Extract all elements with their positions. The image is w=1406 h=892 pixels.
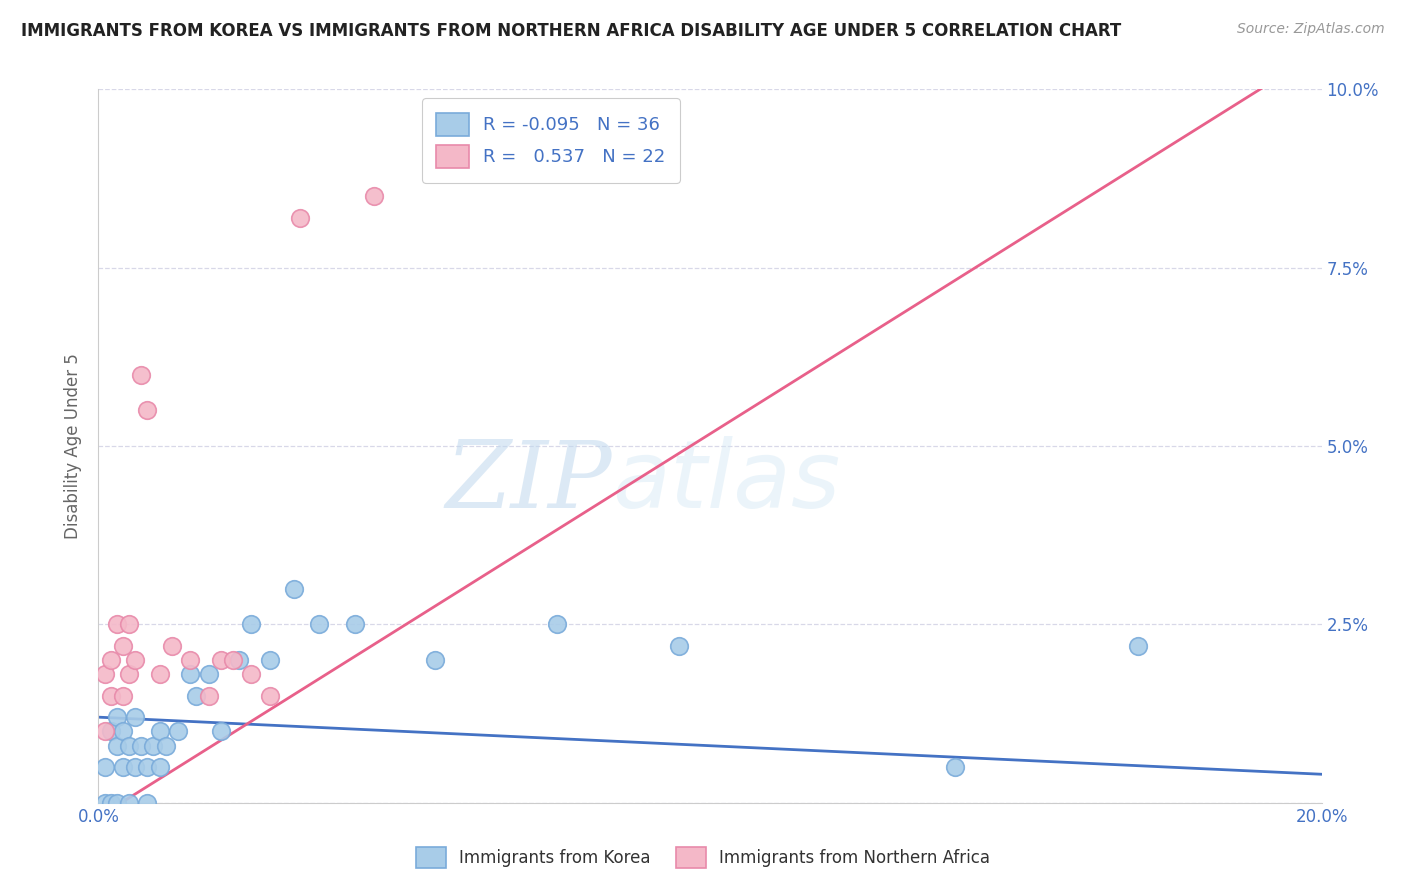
Point: [209, 653, 232, 667]
Point: [100, 796, 122, 810]
Point: [105, 796, 128, 810]
Point: [222, 653, 245, 667]
Point: [105, 739, 128, 753]
Point: [155, 739, 177, 753]
Point: [179, 653, 201, 667]
Point: [136, 760, 159, 774]
Point: [105, 617, 128, 632]
Point: [111, 724, 134, 739]
Point: [105, 710, 128, 724]
Text: Source: ZipAtlas.com: Source: ZipAtlas.com: [1237, 22, 1385, 37]
Point: [118, 617, 141, 632]
Point: [228, 653, 250, 667]
Point: [283, 582, 305, 596]
Point: [111, 689, 134, 703]
Point: [197, 689, 219, 703]
Point: [129, 739, 152, 753]
Point: [149, 667, 172, 681]
Point: [118, 739, 141, 753]
Point: [118, 667, 141, 681]
Point: [142, 739, 165, 753]
Point: [93, 760, 115, 774]
Point: [124, 760, 146, 774]
Point: [100, 724, 122, 739]
Y-axis label: Disability Age Under 5: Disability Age Under 5: [65, 353, 83, 539]
Point: [100, 653, 122, 667]
Point: [1128, 639, 1150, 653]
Point: [149, 724, 172, 739]
Point: [363, 189, 385, 203]
Point: [546, 617, 568, 632]
Text: atlas: atlas: [612, 436, 841, 527]
Point: [290, 211, 312, 225]
Point: [93, 796, 115, 810]
Legend: Immigrants from Korea, Immigrants from Northern Africa: Immigrants from Korea, Immigrants from N…: [409, 840, 997, 875]
Point: [186, 689, 208, 703]
Point: [160, 639, 183, 653]
Point: [129, 368, 152, 382]
Point: [197, 667, 219, 681]
Point: [149, 760, 172, 774]
Point: [240, 667, 263, 681]
Point: [124, 653, 146, 667]
Point: [111, 760, 134, 774]
Point: [259, 689, 281, 703]
Text: IMMIGRANTS FROM KOREA VS IMMIGRANTS FROM NORTHERN AFRICA DISABILITY AGE UNDER 5 : IMMIGRANTS FROM KOREA VS IMMIGRANTS FROM…: [21, 22, 1122, 40]
Point: [259, 653, 281, 667]
Point: [100, 689, 122, 703]
Legend: R = -0.095   N = 36, R =   0.537   N = 22: R = -0.095 N = 36, R = 0.537 N = 22: [422, 98, 681, 183]
Point: [111, 639, 134, 653]
Text: ZIP: ZIP: [446, 437, 612, 526]
Point: [179, 667, 201, 681]
Point: [308, 617, 330, 632]
Point: [943, 760, 966, 774]
Point: [136, 403, 159, 417]
Point: [93, 724, 115, 739]
Point: [668, 639, 690, 653]
Point: [240, 617, 263, 632]
Point: [209, 724, 232, 739]
Point: [124, 710, 146, 724]
Point: [93, 667, 115, 681]
Point: [118, 796, 141, 810]
Point: [167, 724, 190, 739]
Point: [344, 617, 367, 632]
Point: [136, 796, 159, 810]
Point: [423, 653, 446, 667]
